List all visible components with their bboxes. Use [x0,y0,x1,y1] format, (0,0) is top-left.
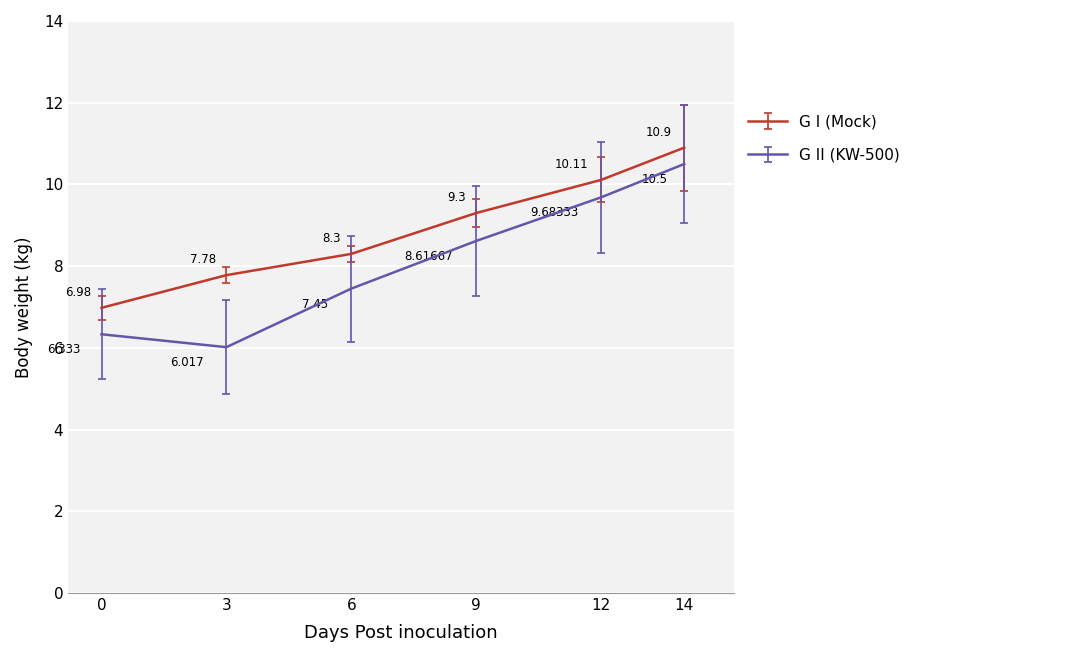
Text: 10.9: 10.9 [646,125,672,139]
Text: 6.017: 6.017 [170,356,204,369]
Text: 6.333: 6.333 [47,343,81,356]
X-axis label: Days Post inoculation: Days Post inoculation [304,624,497,642]
Y-axis label: Body weight (kg): Body weight (kg) [15,237,33,378]
Text: 10.11: 10.11 [555,158,588,171]
Text: 8.61667: 8.61667 [405,250,453,263]
Text: 10.5: 10.5 [642,173,668,186]
Text: 6.98: 6.98 [65,286,92,299]
Text: 7.45: 7.45 [302,298,328,311]
Text: 9.68333: 9.68333 [530,206,578,219]
Text: 7.78: 7.78 [190,253,216,266]
Text: 9.3: 9.3 [447,191,466,204]
Text: 8.3: 8.3 [322,232,340,245]
Legend: G I (Mock), G II (KW-500): G I (Mock), G II (KW-500) [748,114,900,163]
